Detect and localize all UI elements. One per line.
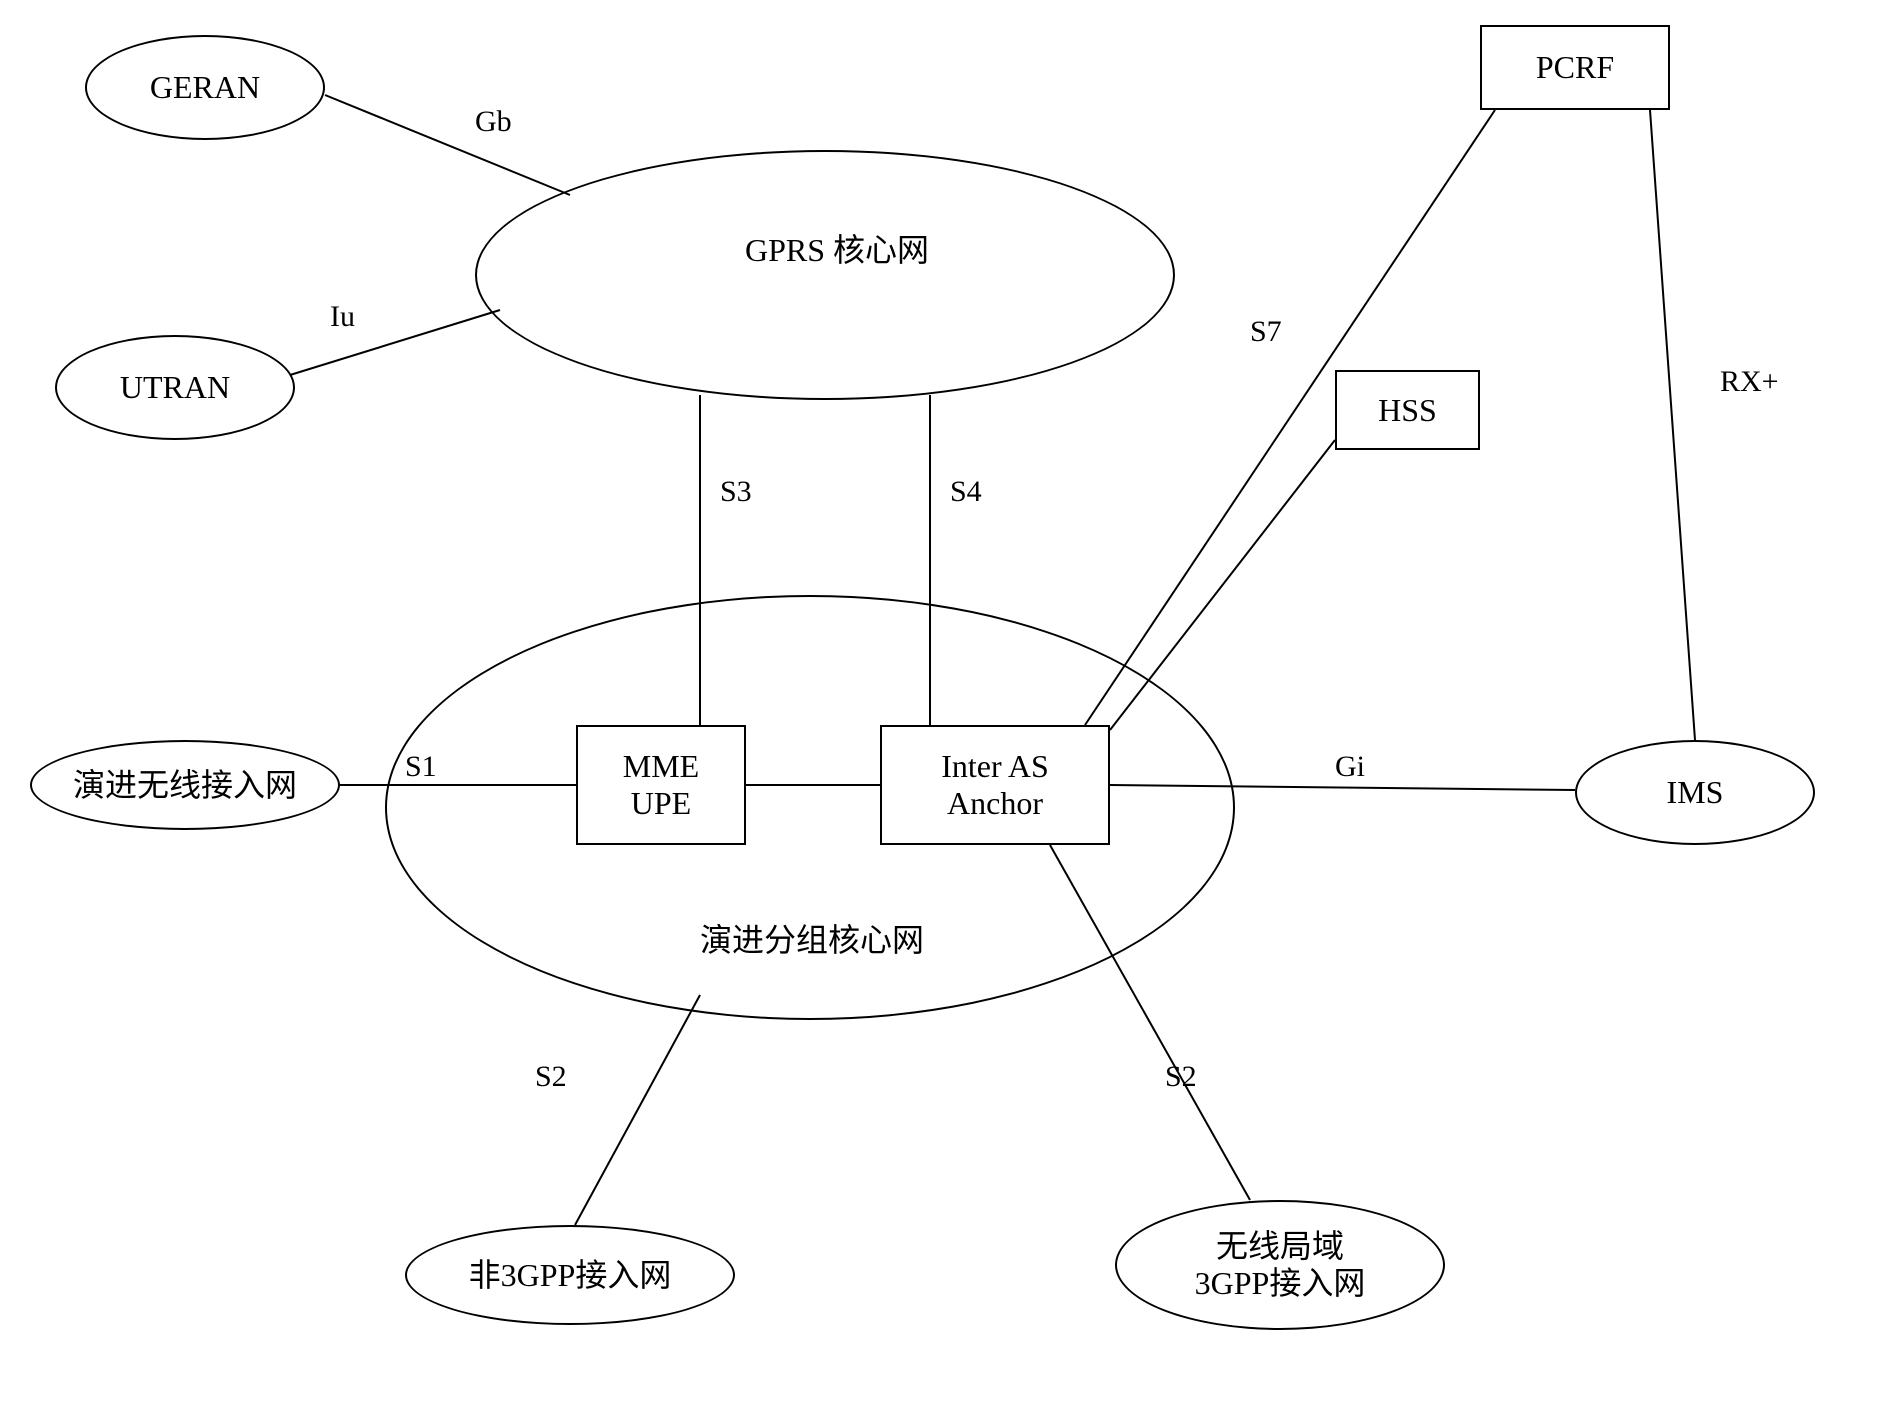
node-hss-text: HSS [1378, 392, 1437, 429]
node-non3gpp-text: 非3GPP接入网 [469, 1257, 672, 1294]
node-utran: UTRAN [55, 335, 295, 440]
node-wlan3gpp-text: 无线局域3GPP接入网 [1195, 1228, 1366, 1302]
edge-label-iu: Iu [330, 300, 355, 334]
edge-label-s2a: S2 [535, 1060, 567, 1094]
node-ims-text: IMS [1667, 774, 1724, 811]
node-evoran-text: 演进无线接入网 [73, 767, 297, 804]
node-pcrf-text: PCRF [1536, 49, 1614, 86]
node-mme-text: MMEUPE [623, 748, 699, 822]
node-non-3gpp: 非3GPP接入网 [405, 1225, 735, 1325]
edge-label-s1: S1 [405, 750, 437, 784]
node-evolved-ran: 演进无线接入网 [30, 740, 340, 830]
node-pcrf: PCRF [1480, 25, 1670, 110]
node-geran: GERAN [85, 35, 325, 140]
node-hss: HSS [1335, 370, 1480, 450]
node-ims: IMS [1575, 740, 1815, 845]
node-anchor-text: Inter ASAnchor [941, 748, 1049, 822]
node-utran-text: UTRAN [120, 369, 230, 406]
node-wlan-3gpp: 无线局域3GPP接入网 [1115, 1200, 1445, 1330]
node-inter-as-anchor: Inter ASAnchor [880, 725, 1110, 845]
edge-label-rx: RX+ [1720, 365, 1779, 399]
node-mme-upe: MMEUPE [576, 725, 746, 845]
edge-label-s2b: S2 [1165, 1060, 1197, 1094]
gprs-core-ellipse [475, 150, 1175, 400]
gprs-core-label: GPRS 核心网 [745, 225, 929, 271]
edge-label-s4: S4 [950, 475, 982, 509]
epc-label: 演进分组核心网 [700, 915, 924, 961]
edge-label-gb: Gb [475, 105, 512, 139]
node-geran-text: GERAN [150, 69, 260, 106]
edge-label-gi: Gi [1335, 750, 1365, 784]
edge-label-s3: S3 [720, 475, 752, 509]
edge-label-s7: S7 [1250, 315, 1282, 349]
